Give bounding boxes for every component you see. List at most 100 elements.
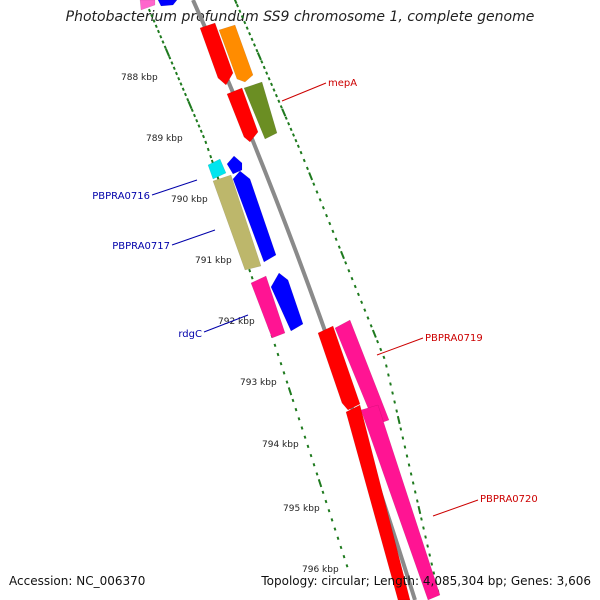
gene-rev-PBPRA0717-a[interactable] [212, 174, 262, 271]
minor-tick [353, 284, 357, 289]
gene-fwd-PBPRA0720-b[interactable] [360, 404, 441, 600]
gene-label-leader [151, 179, 198, 196]
minor-tick [289, 127, 293, 132]
minor-tick [325, 213, 329, 218]
minor-tick [309, 453, 313, 458]
minor-tick [389, 382, 392, 386]
minor-tick [170, 61, 174, 65]
minor-tick [265, 71, 269, 75]
minor-tick [432, 571, 436, 575]
minor-tick [161, 40, 165, 44]
minor-tick [328, 221, 332, 226]
minor-tick [159, 34, 163, 39]
minor-tick [270, 82, 274, 87]
minor-tick [356, 292, 360, 297]
minor-tick [306, 444, 310, 449]
minor-tick [296, 144, 300, 149]
minor-tick [339, 545, 343, 550]
minor-tick [199, 129, 203, 134]
minor-tick [420, 517, 423, 521]
minor-tick [347, 268, 351, 273]
minor-tick [274, 93, 278, 98]
minor-tick [297, 417, 301, 421]
minor-tick [409, 472, 413, 476]
minor-tick [255, 48, 259, 53]
kbp-label: 790 kbp [171, 195, 208, 205]
major-tick [340, 250, 345, 260]
gene-rev-PBPRA0716-a[interactable] [207, 158, 227, 180]
major-tick [317, 479, 323, 488]
minor-tick [360, 300, 364, 305]
gene-fwd-PBPRA0719-b[interactable] [334, 319, 390, 426]
minor-tick [424, 535, 427, 539]
minor-tick [312, 182, 316, 186]
minor-tick [201, 134, 206, 139]
minor-tick [331, 229, 335, 234]
minor-tick [434, 580, 438, 584]
minor-tick [385, 364, 388, 368]
gene-label-pbpra0719[interactable]: PBPRA0719 [425, 333, 483, 344]
gene-fwd-PBPRA0719-a[interactable] [317, 325, 361, 411]
major-tick [281, 108, 287, 117]
minor-tick [262, 65, 266, 70]
gene-fwd-2[interactable] [218, 24, 254, 83]
minor-tick [315, 472, 319, 476]
minor-tick [150, 13, 154, 18]
gene-rev-top-2[interactable] [157, 0, 178, 7]
minor-tick [174, 71, 179, 76]
major-tick [417, 505, 422, 515]
minor-tick [330, 518, 334, 522]
gene-fwd-PBPRA0720-a[interactable] [345, 404, 411, 600]
minor-tick [260, 60, 264, 64]
minor-tick [324, 499, 328, 504]
minor-tick [303, 435, 307, 439]
gene-fwd-1[interactable] [199, 22, 234, 86]
minor-tick [305, 166, 309, 171]
gene-fwd-mepA-cds[interactable] [243, 81, 278, 140]
feature-layer [139, 0, 441, 600]
kbp-label: 793 kbp [240, 378, 277, 388]
gene-label-rdgc[interactable]: rdgC [178, 329, 202, 340]
gene-label-pbpra0720[interactable]: PBPRA0720 [480, 494, 538, 505]
minor-tick [277, 99, 281, 104]
minor-tick [387, 373, 390, 377]
minor-tick [273, 343, 277, 348]
gene-rev-rdgC-b[interactable] [270, 272, 304, 332]
minor-tick [426, 544, 429, 548]
gene-rev-rdgC-a[interactable] [250, 275, 286, 339]
minor-tick [192, 113, 197, 118]
minor-tick [243, 20, 247, 25]
minor-tick [209, 154, 213, 159]
minor-tick [294, 407, 298, 412]
minor-tick [315, 190, 319, 194]
minor-tick [238, 9, 242, 14]
minor-tick [345, 564, 349, 568]
minor-tick [172, 66, 176, 71]
minor-tick [186, 97, 190, 102]
gene-rev-PBPRA0717-b[interactable] [232, 170, 277, 263]
gene-fwd-mepA[interactable] [226, 87, 259, 143]
gene-label-pbpra0717[interactable]: PBPRA0717 [112, 241, 170, 252]
gene-label-leader [281, 82, 327, 102]
minor-tick [147, 8, 152, 13]
gene-label-mepa[interactable]: mepA [328, 78, 357, 89]
label-layer: 788 kbp 789 kbp 790 kbp 791 kbp 792 kbp 793 k… [92, 73, 538, 575]
minor-tick [366, 316, 370, 320]
gene-rev-PBPRA0716-b[interactable] [226, 155, 243, 175]
gene-label-leader [171, 229, 216, 246]
major-tick [187, 100, 193, 110]
gene-rev-top-1[interactable] [139, 0, 156, 11]
minor-tick [284, 116, 288, 120]
minor-tick [252, 43, 257, 47]
gene-label-pbpra0716[interactable]: PBPRA0716 [92, 191, 150, 202]
kbp-label: 795 kbp [283, 504, 320, 514]
minor-tick [337, 245, 341, 249]
minor-tick [407, 463, 411, 467]
minor-tick [248, 268, 252, 273]
minor-tick [287, 121, 291, 126]
minor-tick [179, 82, 183, 86]
minor-tick [321, 490, 325, 495]
kbp-label: 792 kbp [218, 317, 255, 327]
minor-tick [401, 436, 405, 440]
